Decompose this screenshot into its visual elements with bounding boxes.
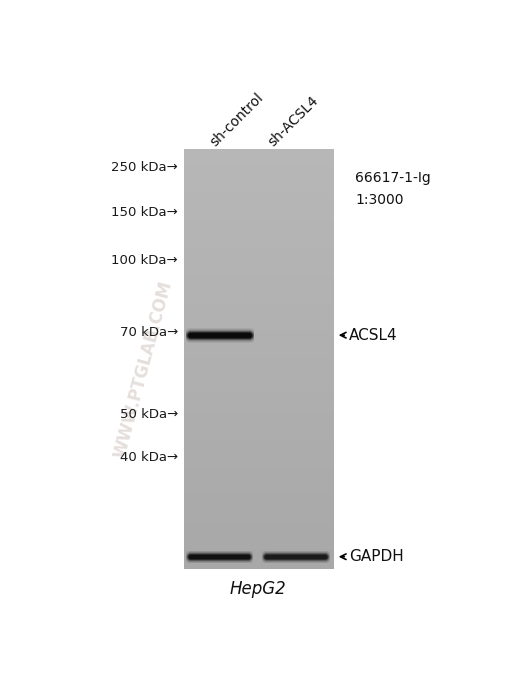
Text: sh-control: sh-control: [207, 90, 266, 149]
Text: ACSL4: ACSL4: [349, 328, 398, 343]
Text: HepG2: HepG2: [229, 580, 286, 598]
Text: 100 kDa→: 100 kDa→: [111, 255, 178, 267]
Text: 40 kDa→: 40 kDa→: [120, 451, 178, 464]
Text: 66617-1-Ig
1:3000: 66617-1-Ig 1:3000: [355, 171, 431, 207]
Text: GAPDH: GAPDH: [349, 549, 404, 564]
Text: 150 kDa→: 150 kDa→: [111, 206, 178, 219]
Text: 50 kDa→: 50 kDa→: [120, 408, 178, 422]
Text: sh-ACSL4: sh-ACSL4: [266, 94, 321, 149]
Text: 250 kDa→: 250 kDa→: [111, 161, 178, 175]
Text: 70 kDa→: 70 kDa→: [120, 326, 178, 339]
Text: WWW.PTGLAB.COM: WWW.PTGLAB.COM: [111, 279, 176, 460]
